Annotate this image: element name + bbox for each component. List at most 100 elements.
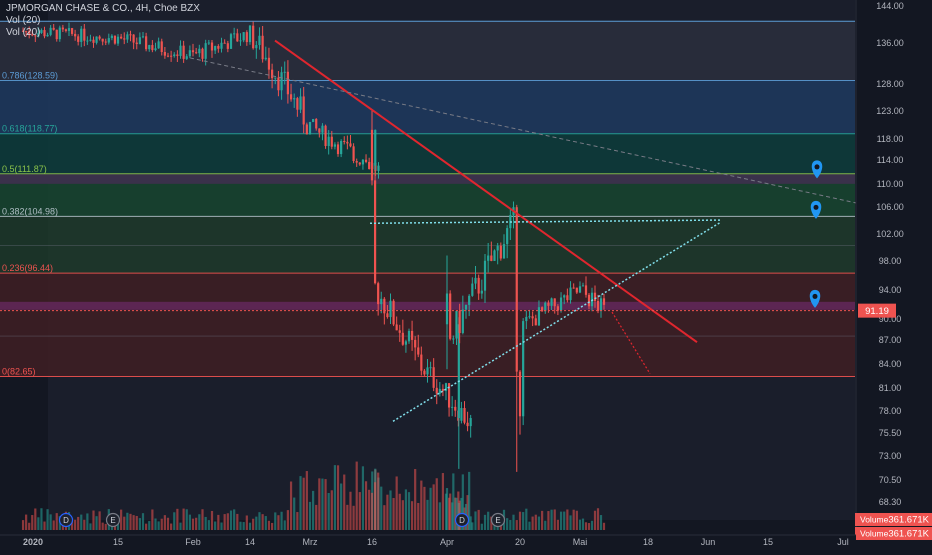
candle-body bbox=[578, 286, 582, 293]
volume-bar bbox=[559, 511, 563, 530]
last-price-tag bbox=[858, 303, 896, 318]
volume-bar bbox=[368, 489, 371, 530]
volume-tag-value: 361.671K bbox=[888, 515, 929, 526]
volume-bar bbox=[283, 520, 286, 530]
volume-bars bbox=[21, 461, 606, 530]
candle-body bbox=[556, 306, 559, 311]
volume-bar bbox=[195, 517, 198, 530]
volume-bar bbox=[550, 509, 553, 530]
y-tick-label: 114.00 bbox=[877, 155, 904, 165]
chart-legend: JPMORGAN CHASE & CO., 4H, Choe BZX Vol (… bbox=[6, 3, 200, 39]
candle-body bbox=[204, 43, 207, 59]
candle-body bbox=[220, 42, 223, 49]
volume-bar bbox=[596, 508, 600, 530]
candle-body bbox=[537, 307, 541, 326]
event-marker-circle bbox=[490, 512, 506, 528]
candle-body bbox=[46, 34, 49, 37]
volume-bar bbox=[531, 516, 534, 530]
volume-bar bbox=[566, 509, 569, 530]
volume-bar bbox=[407, 492, 411, 530]
volume-bar bbox=[512, 514, 515, 530]
candle-body bbox=[305, 124, 308, 135]
volume-bar bbox=[449, 493, 452, 530]
candle-body bbox=[452, 338, 455, 340]
candle-body bbox=[86, 40, 89, 42]
volume-bar bbox=[602, 522, 606, 530]
candle-body bbox=[534, 318, 537, 326]
volume-bar bbox=[302, 477, 305, 530]
candle-body bbox=[528, 316, 531, 318]
map-pin-icon bbox=[811, 160, 823, 179]
candle-body bbox=[426, 367, 429, 375]
volume-bar bbox=[563, 511, 566, 530]
candle-body bbox=[455, 310, 458, 339]
candle-body bbox=[432, 367, 435, 388]
y-tick-label: 144.00 bbox=[876, 1, 904, 11]
candle-body bbox=[464, 304, 468, 310]
earnings-icon: E bbox=[490, 512, 506, 528]
candle-body bbox=[374, 129, 377, 166]
candle-body bbox=[392, 300, 395, 325]
volume-bar bbox=[515, 520, 518, 530]
volume-bar bbox=[581, 518, 585, 530]
y-tick-label: 70.50 bbox=[879, 475, 902, 485]
volume-bar bbox=[21, 520, 25, 530]
volume-bar bbox=[480, 523, 483, 530]
volume-bar bbox=[264, 516, 267, 530]
y-tick-label: 90.00 bbox=[879, 314, 902, 324]
x-tick-label: Feb bbox=[185, 537, 201, 547]
volume-bar bbox=[248, 522, 252, 530]
y-tick-label: 73.00 bbox=[879, 451, 902, 461]
volume-bar bbox=[179, 522, 182, 530]
candle-body bbox=[277, 77, 280, 91]
volume-bar bbox=[569, 515, 572, 530]
volume-bar bbox=[451, 502, 454, 530]
fib-band bbox=[0, 133, 855, 174]
candle-body bbox=[377, 283, 380, 305]
candle-body bbox=[148, 45, 151, 50]
volume-bar bbox=[163, 515, 166, 530]
volume-bar bbox=[435, 478, 438, 530]
candle-body bbox=[308, 121, 312, 135]
volume-indicator-label-2[interactable]: Vol (20) bbox=[6, 27, 41, 38]
event-marker-letter: D bbox=[63, 516, 69, 525]
candle-body bbox=[506, 228, 509, 245]
volume-bar bbox=[438, 502, 441, 530]
candle-body bbox=[283, 71, 286, 73]
volume-bar bbox=[395, 476, 398, 530]
candle-body bbox=[258, 35, 261, 46]
x-tick-label: Jul bbox=[837, 537, 849, 547]
volume-bar bbox=[417, 502, 420, 530]
candle-body bbox=[267, 57, 271, 70]
volume-bar bbox=[547, 511, 550, 530]
candle-body bbox=[525, 316, 528, 322]
y-tick-label: 87.00 bbox=[879, 335, 902, 345]
candle-body bbox=[151, 45, 154, 51]
candle-body bbox=[445, 293, 449, 325]
candle-body bbox=[407, 330, 411, 342]
candle-body bbox=[98, 36, 101, 39]
candle-body bbox=[458, 310, 461, 333]
candle-body bbox=[383, 298, 386, 314]
volume-bar bbox=[321, 478, 324, 530]
volume-bar bbox=[135, 515, 138, 530]
candle-body bbox=[141, 36, 145, 38]
x-tick-label: Apr bbox=[440, 537, 454, 547]
volume-tag bbox=[855, 513, 932, 526]
volume-bar bbox=[398, 493, 401, 530]
downtrend-line bbox=[274, 39, 698, 343]
volume-bar bbox=[455, 497, 458, 530]
volume-bar bbox=[198, 514, 201, 530]
candle-body bbox=[515, 207, 518, 372]
volume-bar bbox=[377, 472, 380, 530]
fib-level-label: 0.618(118.77) bbox=[2, 124, 57, 134]
volume-bar bbox=[506, 518, 509, 530]
volume-indicator-label[interactable]: Vol (20) bbox=[6, 15, 41, 26]
candle-body bbox=[223, 42, 226, 44]
candle-body bbox=[333, 144, 337, 147]
candle-body bbox=[195, 52, 198, 54]
y-tick-label: 84.00 bbox=[879, 359, 902, 369]
candle-body bbox=[55, 29, 58, 40]
